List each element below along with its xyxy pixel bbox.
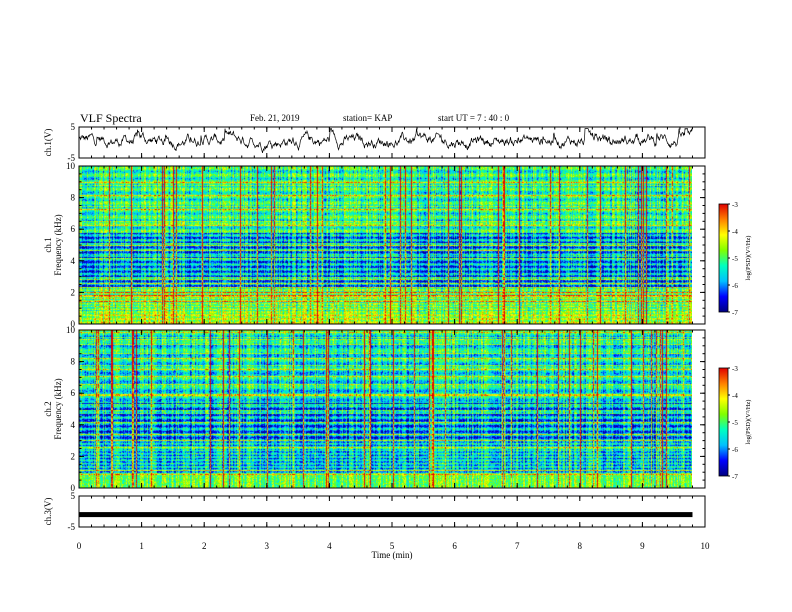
ytick-label: 4 xyxy=(71,256,76,266)
ylabel-line: Frequency (kHz) xyxy=(53,378,63,439)
xaxis-label: Time (min) xyxy=(372,550,413,560)
ch3-waveform-panel: 5 -5 ch.3(V) xyxy=(43,491,706,532)
colorbar-label: log(PSD)(V²/Hz) xyxy=(745,236,752,281)
colorbar-label: log(PSD)(V²/Hz) xyxy=(745,400,752,445)
ch1-waveform-panel: 5 -5 ch.1(V) xyxy=(43,122,706,163)
ch2-spectrogram-ylabel: ch.2Frequency (kHz) xyxy=(43,378,63,439)
xtick-label: 1 xyxy=(139,541,144,551)
ch1-spectrogram-image xyxy=(79,166,692,324)
ch1-spectrogram-ylabel: ch.1Frequency (kHz) xyxy=(43,214,63,275)
xtick-label: 0 xyxy=(77,541,82,551)
colorbar-tick-label: -4 xyxy=(732,392,738,400)
xtick-label: 8 xyxy=(578,541,583,551)
colorbar-tick-label: -6 xyxy=(732,446,738,454)
colorbar-tick-label: -3 xyxy=(732,365,738,373)
ytick-label: 8 xyxy=(71,193,76,203)
ch1-waveform-trace xyxy=(78,128,693,153)
figure-title: VLF Spectra xyxy=(80,111,142,125)
ytick-label: 8 xyxy=(71,357,76,367)
ylabel-line: ch.1 xyxy=(43,237,53,252)
ytick-label: 10 xyxy=(66,325,76,335)
ytick-label: 0 xyxy=(71,319,76,329)
xtick-label: 6 xyxy=(452,541,457,551)
xtick-label: 7 xyxy=(515,541,520,551)
colorbar-tick-label: -6 xyxy=(732,282,738,290)
ytick-label: 6 xyxy=(71,388,76,398)
ytick-label: 5 xyxy=(71,491,76,501)
ytick-label: -5 xyxy=(68,522,76,532)
start-time-label: start UT = 7 : 40 : 0 xyxy=(438,113,510,123)
colorbar-tick-label: -5 xyxy=(732,255,738,263)
ch1-waveform-ylabel: ch.1(V) xyxy=(43,129,53,157)
xtick-label: 5 xyxy=(390,541,395,551)
date-label: Feb. 21, 2019 xyxy=(250,113,300,123)
colorbar-tick-label: -4 xyxy=(732,228,738,236)
ylabel-line: Frequency (kHz) xyxy=(53,214,63,275)
xtick-label: 3 xyxy=(265,541,270,551)
ytick-label: 2 xyxy=(71,451,76,461)
colorbar-tick-label: -5 xyxy=(732,419,738,427)
ytick-label: 0 xyxy=(71,483,76,493)
colorbar-tick-label: -7 xyxy=(732,473,738,481)
ytick-label: 6 xyxy=(71,224,76,234)
ytick-label: 5 xyxy=(71,122,76,132)
ch3-waveform-ylabel: ch.3(V) xyxy=(43,498,53,526)
ch2-spectrogram-image xyxy=(79,330,692,488)
ytick-label: 2 xyxy=(71,287,76,297)
colorbar-tick-label: -7 xyxy=(732,309,738,317)
ch1-spectrogram-colorbar xyxy=(718,203,729,313)
ch3-waveform-trace xyxy=(79,512,693,518)
colorbar-tick-label: -3 xyxy=(732,201,738,209)
xtick-label: 10 xyxy=(701,541,711,551)
ytick-label: 10 xyxy=(66,161,76,171)
station-label: station= KAP xyxy=(343,113,393,123)
ch2-spectrogram-colorbar xyxy=(718,367,729,477)
ytick-label: 4 xyxy=(71,420,76,430)
xtick-label: 9 xyxy=(640,541,645,551)
ylabel-line: ch.2 xyxy=(43,401,53,416)
xtick-label: 2 xyxy=(202,541,207,551)
xtick-label: 4 xyxy=(327,541,332,551)
ch1-spectrogram-panel: 0 2 4 6 8 10 ch.1Frequency (kHz) -3 -4 -5 -6 -7 log(… xyxy=(43,161,752,329)
ytick-label: -5 xyxy=(68,153,76,163)
ch2-spectrogram-panel: 0 2 4 6 8 10 ch.2Frequency (kHz) -3 -4 -5 -6 -7 log(… xyxy=(43,325,752,493)
